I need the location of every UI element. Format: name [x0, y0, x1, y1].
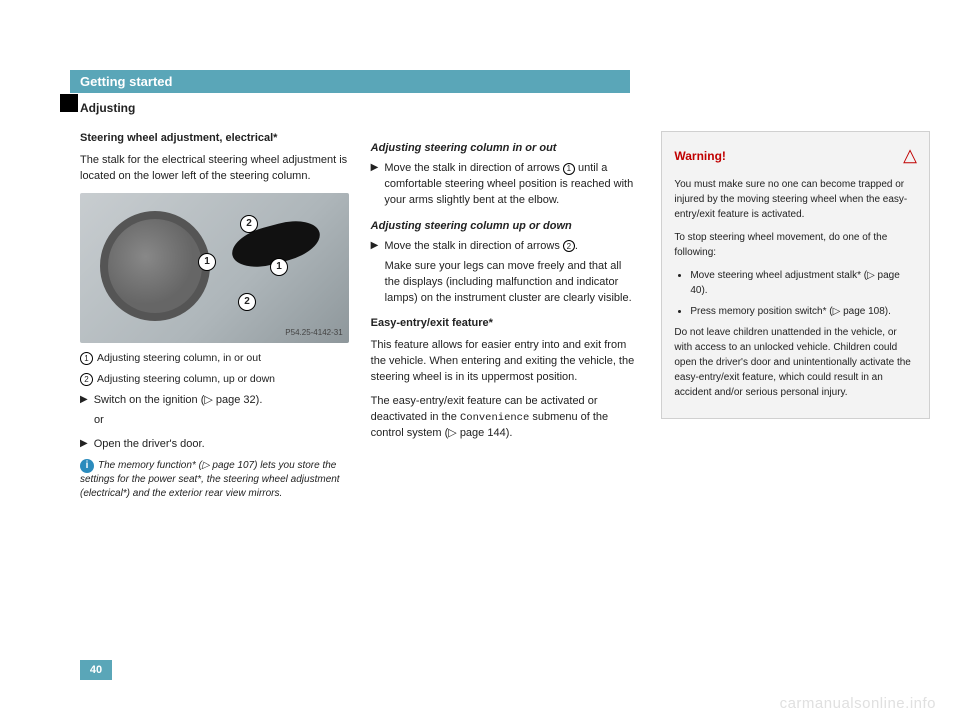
legend-2-text: Adjusting steering column, up or down	[97, 373, 275, 385]
callout-2a: 2	[240, 215, 258, 233]
warning-header: Warning! △	[674, 142, 917, 169]
step-2-text: Open the driver's door.	[94, 437, 205, 453]
col1-intro: The stalk for the electrical steering wh…	[80, 153, 349, 185]
col2-h1: Adjusting steering column in or out	[371, 141, 640, 157]
warning-li2: Press memory position switch* (▷ page 10…	[690, 304, 917, 319]
col2-step2-text: Move the stalk in direction of arrows 2.	[384, 239, 578, 255]
warning-li1: Move steering wheel adjustment stalk* (▷…	[690, 268, 917, 298]
inline-num-1: 1	[563, 163, 575, 175]
warning-list: Move steering wheel adjustment stalk* (▷…	[674, 268, 917, 319]
memory-note: iThe memory function* (▷ page 107) lets …	[80, 459, 349, 501]
note-text: The memory function* (▷ page 107) lets y…	[80, 460, 340, 499]
col2-p4: The easy-entry/exit feature can be activ…	[371, 394, 640, 442]
warning-box: Warning! △ You must make sure no one can…	[661, 131, 930, 419]
legend-1-text: Adjusting steering column, in or out	[97, 352, 261, 364]
callout-1a: 1	[198, 253, 216, 271]
warning-triangle-icon: △	[903, 142, 917, 169]
step-arrow-icon: ▶	[80, 437, 88, 453]
step-arrow-icon: ▶	[371, 239, 379, 255]
callout-1b: 1	[270, 258, 288, 276]
legend-2: 2 Adjusting steering column, up or down	[80, 372, 349, 387]
steering-wheel-graphic	[100, 211, 210, 321]
legend-num-2: 2	[80, 373, 93, 386]
legend-1: 1 Adjusting steering column, in or out	[80, 351, 349, 366]
warning-title: Warning!	[674, 147, 726, 165]
convenience-code: Convenience	[460, 412, 529, 424]
steering-figure: 1 2 1 2 P54.25-4142-31	[80, 193, 349, 343]
col1-title: Steering wheel adjustment, electrical*	[80, 131, 349, 147]
page-number: 40	[80, 660, 112, 680]
col2-p2b: .	[575, 240, 578, 252]
step-arrow-icon: ▶	[371, 161, 379, 209]
col2-p2a: Move the stalk in direction of arrows	[384, 240, 563, 252]
inline-num-2: 2	[563, 240, 575, 252]
column-1: Steering wheel adjustment, electrical* T…	[80, 131, 349, 509]
section-tab	[60, 94, 78, 112]
col2-step1-text: Move the stalk in direction of arrows 1 …	[384, 161, 639, 209]
warning-p2: To stop steering wheel movement, do one …	[674, 230, 917, 260]
manual-page: Getting started Adjusting Steering wheel…	[80, 70, 930, 690]
content-columns: Steering wheel adjustment, electrical* T…	[80, 131, 930, 509]
col2-p1a: Move the stalk in direction of arrows	[384, 162, 563, 174]
step-arrow-icon: ▶	[80, 393, 88, 409]
info-icon: i	[80, 459, 94, 473]
warning-p1: You must make sure no one can become tra…	[674, 177, 917, 222]
col2-h2: Adjusting steering column up or down	[371, 219, 640, 235]
col2-p3: This feature allows for easier entry int…	[371, 338, 640, 386]
chapter-bar: Getting started	[70, 70, 630, 93]
col2-step-1: ▶ Move the stalk in direction of arrows …	[371, 161, 640, 209]
step-1-text: Switch on the ignition (▷ page 32).	[94, 393, 263, 409]
figure-caption: P54.25-4142-31	[285, 327, 342, 339]
col2-p2c: Make sure your legs can move freely and …	[385, 259, 640, 307]
step-2: ▶ Open the driver's door.	[80, 437, 349, 453]
legend-num-1: 1	[80, 352, 93, 365]
col2-h3: Easy-entry/exit feature*	[371, 316, 640, 332]
watermark: carmanualsonline.info	[780, 695, 936, 712]
column-2: Adjusting steering column in or out ▶ Mo…	[371, 131, 640, 509]
col2-step-2: ▶ Move the stalk in direction of arrows …	[371, 239, 640, 255]
warning-p3: Do not leave children unattended in the …	[674, 325, 917, 400]
step-1: ▶ Switch on the ignition (▷ page 32).	[80, 393, 349, 409]
or-text: or	[94, 413, 349, 429]
section-heading: Adjusting	[80, 101, 930, 115]
callout-2b: 2	[238, 293, 256, 311]
column-3: Warning! △ You must make sure no one can…	[661, 131, 930, 509]
